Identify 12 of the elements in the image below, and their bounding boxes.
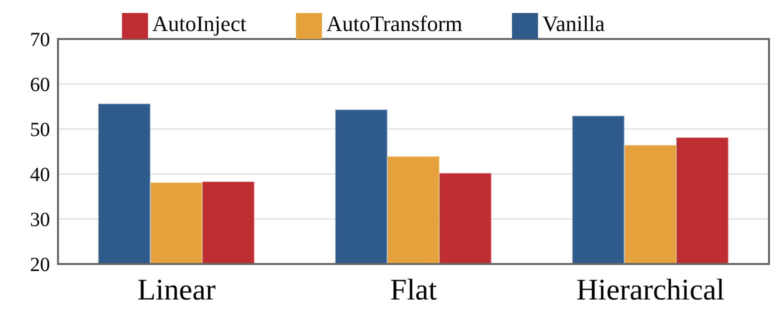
y-tick-label: 50: [30, 119, 50, 142]
legend-label: Vanilla: [542, 11, 605, 36]
x-tick-label: Hierarchical: [576, 273, 725, 306]
y-tick-label: 40: [30, 164, 50, 186]
y-tick-label: 20: [30, 254, 50, 276]
x-tick-label: Linear: [137, 273, 216, 306]
y-tick-label: 60: [30, 74, 50, 96]
y-tick-label: 70: [30, 29, 50, 52]
x-tick-label: Flat: [390, 273, 438, 306]
legend-label: AutoTransform: [326, 11, 462, 36]
legend-label: AutoInject: [152, 11, 246, 36]
y-tick-label: 30: [30, 209, 50, 232]
